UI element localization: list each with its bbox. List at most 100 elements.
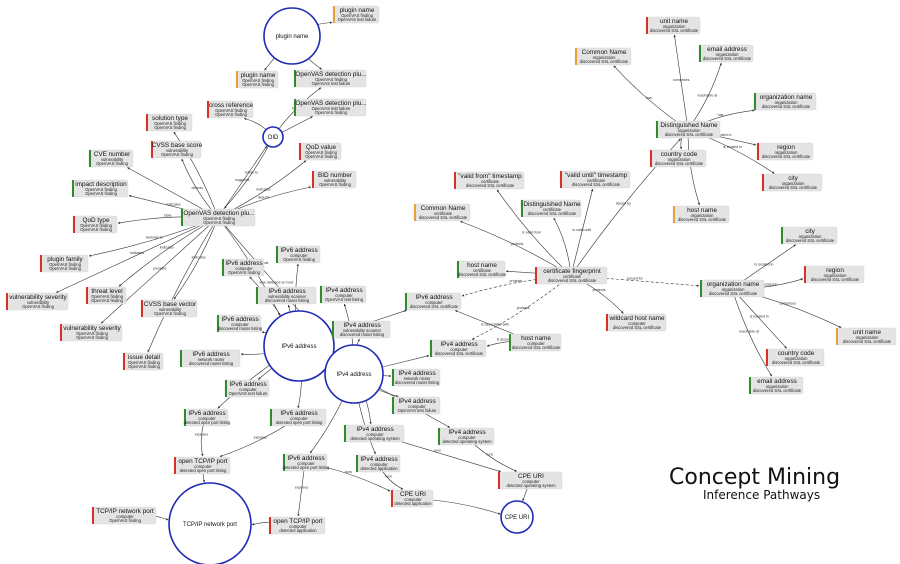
node-title: CPE URI: [400, 491, 426, 498]
node-subtitle: detected open port listing: [180, 468, 227, 473]
node-marker: [430, 340, 432, 357]
node-dn_org[interactable]: Distinguished Nameorganizationdiscovered…: [655, 120, 721, 139]
hub-label: plugin name: [276, 34, 309, 40]
node-valid_from[interactable]: "valid from" timestampcertificatediscove…: [453, 171, 525, 190]
node-subtitle: OpenVAS finding: [154, 125, 186, 130]
hub-circle: [262, 126, 284, 148]
node-subtitle: discovered SSL certificate: [665, 132, 714, 137]
node-ov_detect_1[interactable]: OpenVAS detection plu...OpenVAS findingO…: [293, 69, 367, 88]
node-subtitle: computer: [290, 253, 308, 258]
hub-label: IPv6 address: [281, 344, 316, 350]
hub-plugin[interactable]: plugin name: [263, 7, 321, 65]
hub-ipv4[interactable]: IPv4 address: [324, 344, 384, 404]
node-valid_until[interactable]: "valid until" timestampcertificatediscov…: [559, 170, 631, 189]
node-subtitle: detected application: [394, 501, 432, 506]
node-dn_cert[interactable]: Distinguished Namecertificatediscovered …: [520, 199, 582, 218]
node-title: unit name: [660, 18, 689, 25]
hub-layer: plugin name OID IPv6 address IPv4 address TC…: [168, 7, 534, 564]
node-org_name_1[interactable]: organization nameorganizationdiscovered …: [753, 92, 817, 111]
node-subtitle: OpenVAS finding: [49, 266, 81, 271]
node-marker: [141, 300, 143, 317]
node-subtitle: OpenVAS finding: [319, 182, 351, 187]
node-title: city: [805, 228, 815, 235]
node-ov_detect_main[interactable]: OpenVAS detection plu...OpenVAS findingO…: [180, 208, 256, 227]
node-org_name_2[interactable]: organization nameorganizationdiscovered …: [699, 279, 765, 298]
edge-label: detects: [192, 186, 204, 190]
node-subtitle: discovered router listing: [265, 298, 310, 303]
hub-tcp[interactable]: TCP/IP network port: [168, 482, 252, 564]
node-ov_detect_2[interactable]: OpenVAS detection plu...OpenVAS test fai…: [293, 98, 367, 117]
edge-label: runs: [486, 452, 493, 456]
hub-ipv6[interactable]: IPv6 address: [263, 310, 335, 382]
hub-oid[interactable]: OID: [262, 126, 284, 148]
node-marker: [700, 280, 702, 297]
node-subtitle: OpenVAS finding: [228, 270, 260, 275]
node-title: IPv6 address: [415, 294, 452, 301]
hub-cpe[interactable]: CPE URI: [500, 500, 534, 534]
node-subtitle: organization: [799, 234, 822, 239]
node-cert_fp[interactable]: certificate fingerprintcertificatediscov…: [534, 266, 608, 285]
node-title: impact description: [75, 181, 127, 188]
node-subtitle: OpenVAS finding: [341, 13, 373, 18]
node-vuln_sev_1[interactable]: vulnerability severityvulnerabilityOpenV…: [5, 292, 69, 311]
edge-ov_detect_main-solution_type: [173, 131, 219, 218]
node-subtitle: OpenVAS finding: [154, 311, 186, 316]
node-subtitle: OpenVAS test failure: [312, 81, 351, 86]
